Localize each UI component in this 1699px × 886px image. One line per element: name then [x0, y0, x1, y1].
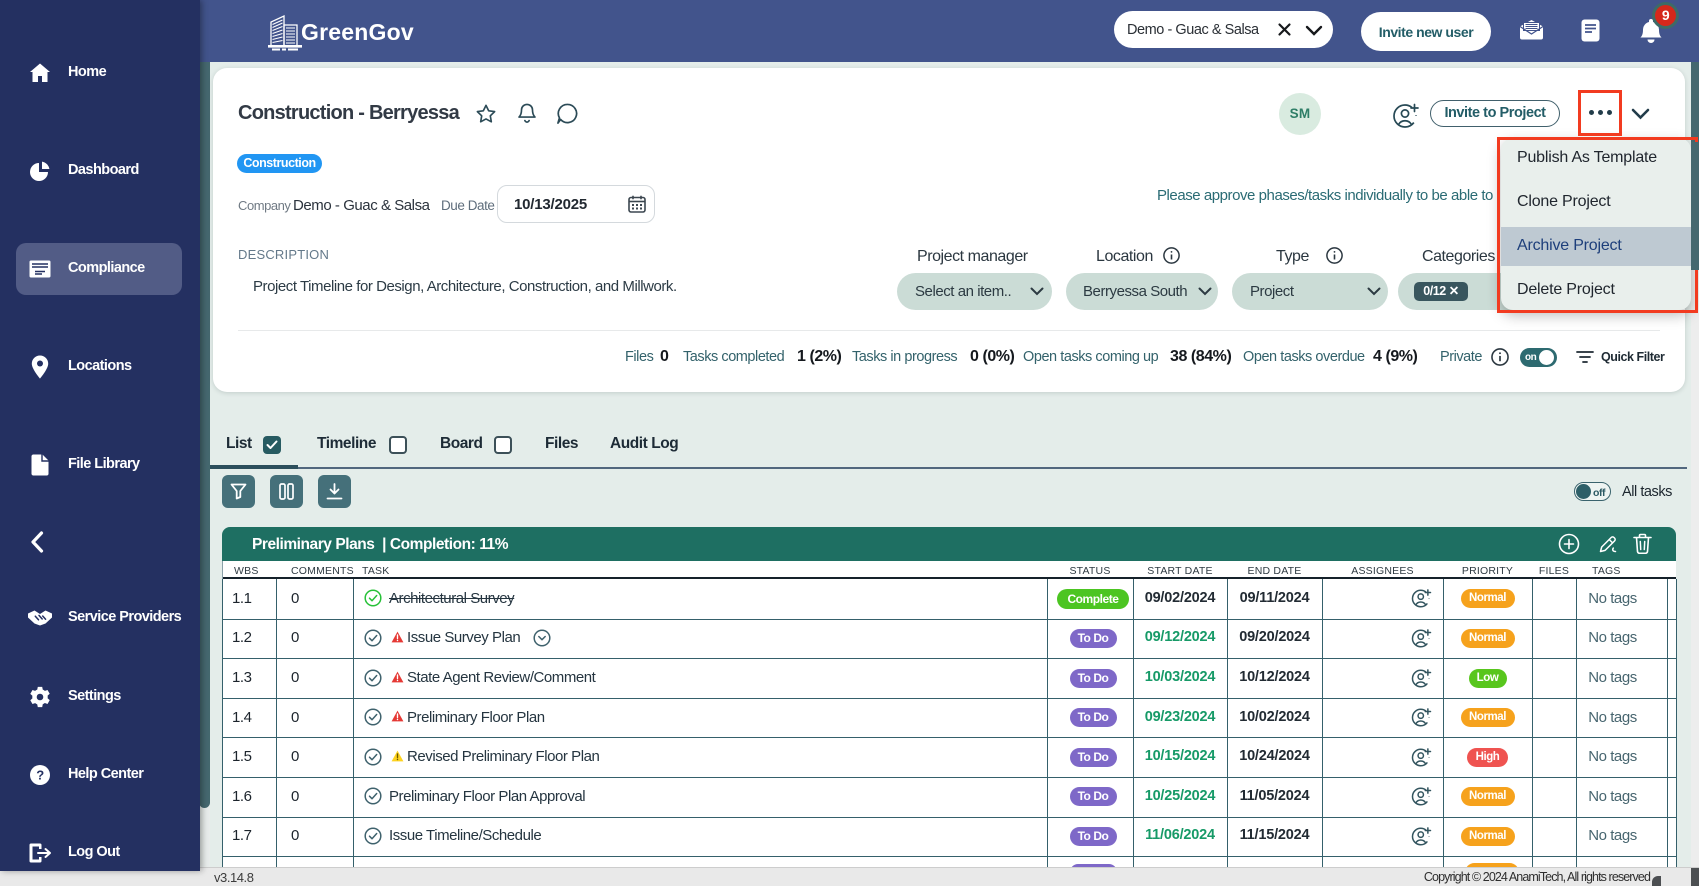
svg-text:?: ? [36, 768, 44, 783]
